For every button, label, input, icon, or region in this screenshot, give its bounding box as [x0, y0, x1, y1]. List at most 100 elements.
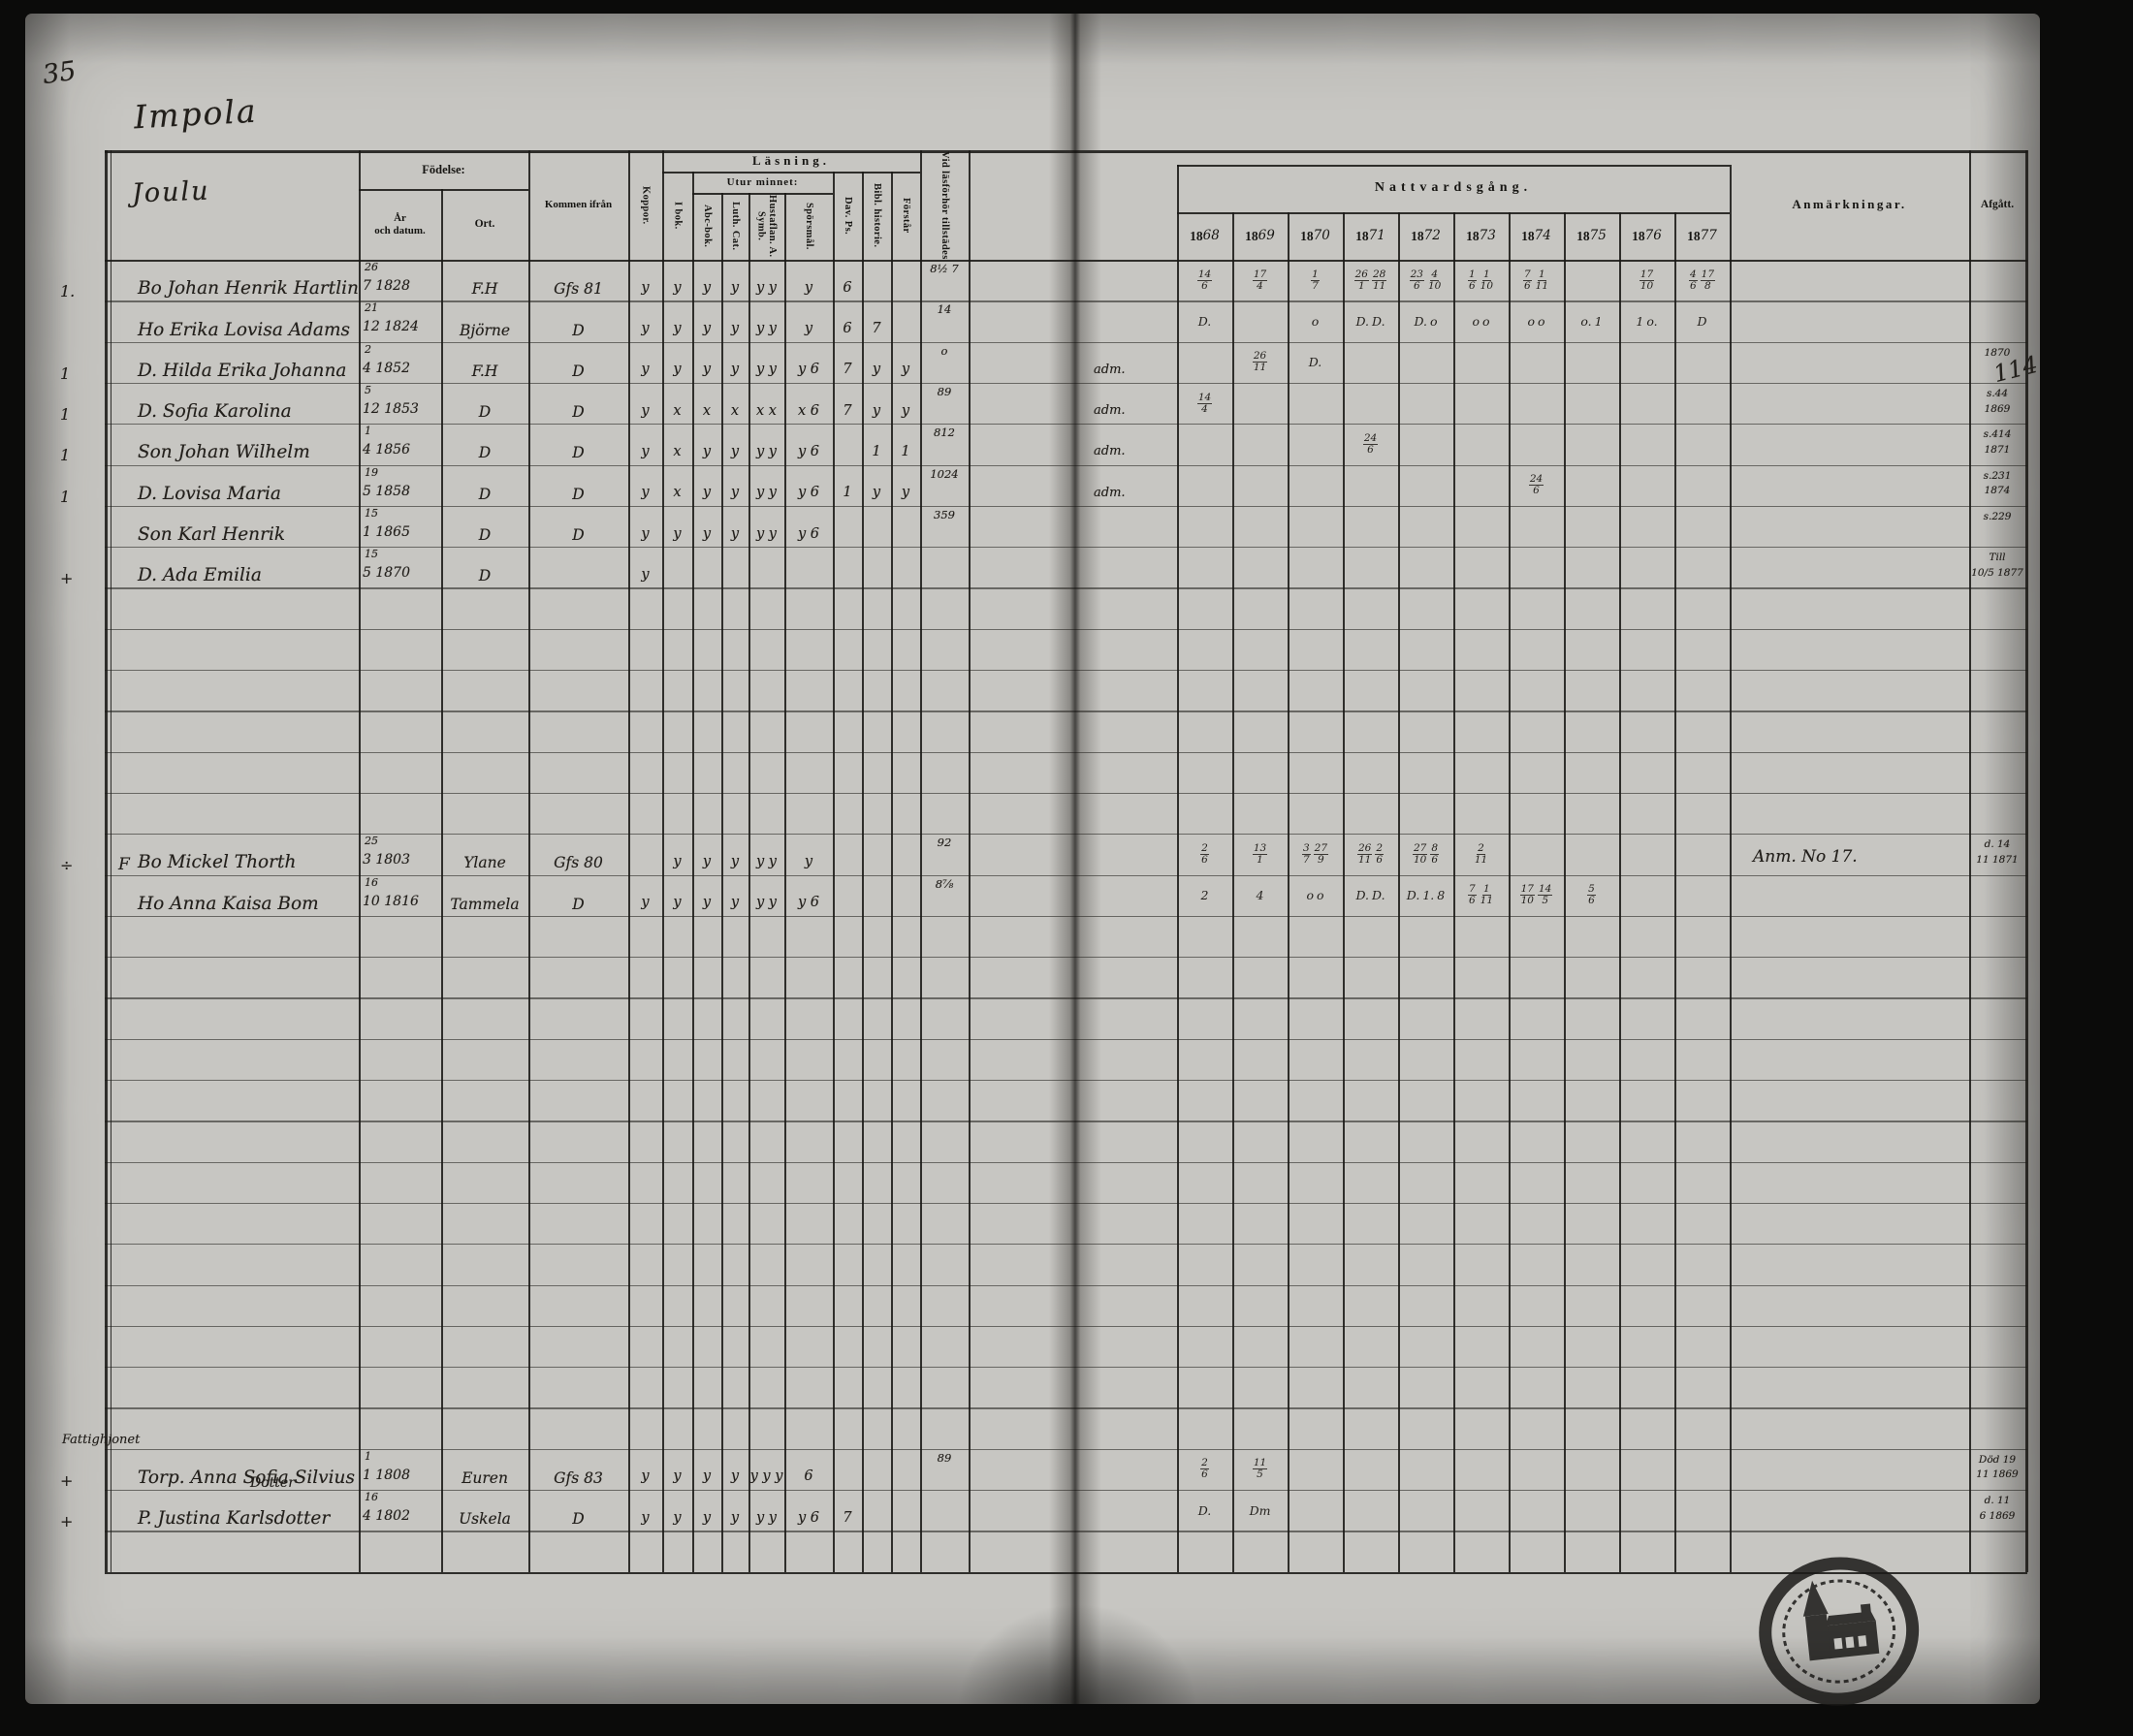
row-7-attended-note: 359 — [934, 507, 955, 521]
table-row-line — [105, 1244, 2027, 1246]
row-1-reading-mark: y — [804, 279, 813, 296]
row-6-reading-mark: y — [730, 485, 740, 501]
table-rule-vertical — [662, 150, 664, 1572]
table-row-line — [105, 915, 2027, 918]
table-rule-vertical — [1674, 212, 1676, 1572]
row-15-communion-1869: 13 1 — [1252, 841, 1268, 866]
table-rule-vertical — [1177, 165, 1179, 1572]
header-year-1876: 18 76 — [1632, 227, 1662, 243]
row-2-communion-1875: o. 1 — [1580, 313, 1603, 329]
header-birth-group: Födelse: — [422, 162, 465, 176]
church-stamp-icon — [1730, 1546, 1949, 1721]
row-2-birth-year: 12 1824 — [363, 319, 419, 335]
row-30-arrived-from: Gfs 83 — [554, 1468, 603, 1487]
row-15-name: Bo Mickel Thorth — [138, 852, 297, 873]
row-15-communion-1873: 2 11 — [1474, 841, 1488, 866]
row-30-reading-mark: y — [702, 1468, 712, 1485]
row-31-name: P. Justina Karlsdotter — [138, 1508, 331, 1530]
header-departed: Afgått. — [1980, 198, 2015, 210]
table-rule-horizontal — [1177, 165, 1730, 167]
row-8-name: D. Ada Emilia — [138, 565, 262, 586]
table-row-line — [105, 424, 2027, 426]
row-31-reading-mark: y 6 — [797, 1509, 820, 1526]
table-rule-vertical — [1969, 150, 1971, 1572]
row-3-reading-mark: y — [730, 362, 740, 378]
row-1-arrived-from: Gfs 81 — [554, 280, 603, 299]
row-6-reading-mark: y — [641, 485, 650, 501]
row-30-birth-day: 1 — [365, 1449, 371, 1463]
row-4-reading-mark: x — [673, 402, 682, 419]
table-row-line — [105, 1202, 2027, 1205]
row-1-birth-day: 26 — [365, 261, 378, 273]
row-2-attended-note: 14 — [937, 302, 952, 317]
table-row-line — [105, 792, 2027, 795]
row-1-name: Bo Johan Henrik Hartlin — [138, 278, 359, 300]
table-rule-vertical — [1288, 212, 1289, 1572]
table-rule-vertical — [1232, 212, 1234, 1572]
header-year-1868: 18 68 — [1190, 227, 1220, 243]
row-3-reading-mark: y — [702, 362, 712, 378]
row-1-communion-1873: 1 6 1 10 — [1467, 268, 1494, 292]
header-year-1872: 18 72 — [1411, 227, 1441, 243]
table-row-line — [105, 751, 2027, 753]
table-rule-vertical — [1619, 212, 1621, 1572]
row-4-reading-mark: x x — [756, 402, 777, 419]
row-8-departed-note: Till 10/5 1877 — [1971, 552, 2023, 579]
row-4-attended-note: 89 — [937, 384, 952, 398]
row-1-communion-1877: 4 6 17 8 — [1688, 268, 1716, 292]
row-5-birth-year: 4 1856 — [363, 442, 410, 458]
row-2-communion-1877: D — [1697, 313, 1707, 329]
table-rule-vertical — [528, 150, 530, 1572]
table-row-line — [105, 874, 2027, 876]
row-31-reading-mark: y — [702, 1509, 712, 1526]
row-6-reading-mark: y 6 — [797, 485, 820, 501]
table-row-line — [105, 1325, 2027, 1328]
row-16-communion-1869: 4 — [1256, 888, 1264, 903]
header-year-1874: 18 74 — [1521, 227, 1551, 243]
row-31-birth-place: Uskela — [459, 1510, 511, 1529]
row-7-birth-day: 15 — [365, 506, 378, 520]
header-birth-place: Ort. — [474, 217, 495, 230]
row-5-departed-note: s.414 1871 — [1983, 428, 2012, 456]
row-16-communion-1868: 2 — [1200, 888, 1209, 903]
table-rule-vertical — [441, 189, 443, 1572]
row-3-margin-mark: 1 — [60, 363, 71, 383]
table-rule-vertical — [628, 150, 630, 1572]
row-4-admitted-note: adm. — [1094, 403, 1126, 419]
row-7-reading-mark: y 6 — [797, 525, 820, 542]
row-16-birth-day: 16 — [365, 875, 378, 889]
ledger-table: Joulu Födelse: År och datum. Ort. Kommen ifrå… — [60, 150, 2041, 1575]
header-in-book: I bok. — [672, 202, 684, 230]
row-6-birth-place: D — [478, 485, 492, 503]
row-7-birth-place: D — [478, 526, 492, 545]
place-title: Impola — [133, 91, 259, 137]
row-3-reading-mark: y 6 — [797, 362, 820, 378]
row-16-communion-1871: D. D. — [1355, 888, 1385, 903]
row-31-birth-day: 16 — [365, 1491, 378, 1503]
row-31-margin-mark: + — [60, 1512, 74, 1531]
row-6-departed-note: s.231 1874 — [1983, 469, 2012, 497]
row-7-reading-mark: y — [730, 525, 740, 542]
table-rule-vertical — [1730, 165, 1732, 1572]
row-3-reading-mark: y — [673, 362, 682, 378]
row-30-name-extra: Dotter — [250, 1474, 295, 1491]
header-abc-book: Abc-bok. — [701, 205, 713, 248]
table-row-line — [105, 1080, 2027, 1082]
row-31-reading-mark: y — [641, 1509, 650, 1526]
row-30-reading-mark: y — [673, 1468, 682, 1485]
row-30-birth-year: 1 1808 — [363, 1467, 410, 1483]
row-6-reading-mark: 1 — [843, 485, 852, 501]
row-15-attended-note: 92 — [937, 836, 952, 850]
row-15-reading-mark: y y — [756, 853, 777, 869]
table-row-line — [105, 1038, 2027, 1040]
row-3-reading-mark: 7 — [843, 362, 852, 378]
table-row-line — [105, 300, 2027, 302]
row-2-communion-1868: D. — [1197, 313, 1212, 329]
row-5-reading-mark: y — [702, 443, 712, 459]
row-16-reading-mark: y — [702, 895, 712, 911]
row-1-reading-mark: y — [673, 279, 682, 296]
row-2-reading-mark: y — [641, 321, 650, 337]
header-communion-group: Nattvardsgång. — [1374, 180, 1533, 196]
